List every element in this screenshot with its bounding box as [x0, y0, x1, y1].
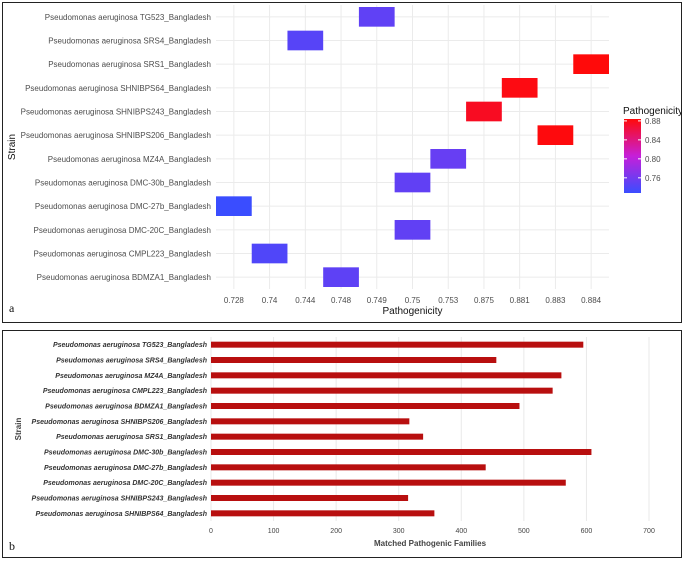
strain-tick-label: Pseudomonas aeruginosa SHNIBPS243_Bangla… — [32, 496, 207, 503]
strain-tick-label: Pseudomonas aeruginosa BDMZA1_Bangladesh — [37, 273, 211, 282]
heatmap-cell — [394, 220, 431, 240]
strain-tick-label: Pseudomonas aeruginosa DMC-20C_Banglades… — [43, 480, 207, 487]
strain-tick-label: Pseudomonas aeruginosa SRS1_Bangladesh — [48, 60, 211, 69]
pathogenicity-tick-label: 0.748 — [331, 296, 352, 305]
strain-tick-label: Pseudomonas aeruginosa MZ4A_Bangladesh — [48, 155, 211, 164]
bar — [211, 418, 410, 425]
x-tick-label: 700 — [643, 528, 655, 535]
panel-label-a: a — [9, 301, 15, 315]
strain-tick-label: Pseudomonas aeruginosa DMC-30b_Banglades… — [35, 179, 211, 188]
strain-tick-label: Pseudomonas aeruginosa DMC-30b_Banglades… — [44, 450, 207, 457]
heatmap-panel: Pseudomonas aeruginosa TG523_Bangladesh P… — [2, 2, 682, 323]
heatmap-chart: Pseudomonas aeruginosa TG523_Bangladesh P… — [7, 5, 681, 317]
heatmap-cell — [323, 267, 359, 287]
x-tick-label: 600 — [581, 528, 593, 535]
y-axis-title: Strain — [14, 418, 23, 441]
pathogenicity-tick-label: 0.728 — [224, 296, 245, 305]
bar — [211, 433, 424, 440]
strain-tick-label: Pseudomonas aeruginosa DMC-27b_Banglades… — [44, 465, 207, 472]
bar — [211, 479, 566, 486]
bar-chart: 0 100 200 300 400 500 600 700 Pseudomonas aerugi… — [14, 337, 655, 548]
bar — [211, 495, 409, 501]
x-tick-label: 200 — [330, 528, 342, 535]
pathogenicity-tick-label: 0.744 — [295, 296, 316, 305]
heatmap-cell — [287, 30, 324, 51]
pathogenicity-tick-label: 0.75 — [405, 296, 421, 305]
heatmap-cell — [537, 125, 574, 145]
x-axis-title: Pathogenicity — [382, 306, 442, 317]
strain-tick-label: Pseudomonas aeruginosa BDMZA1_Bangladesh — [45, 404, 207, 411]
x-tick-label: 500 — [518, 528, 530, 535]
bar — [211, 341, 584, 348]
strain-tick-label: Pseudomonas aeruginosa SRS1_Bangladesh — [56, 434, 207, 441]
x-tick-label: 300 — [393, 528, 405, 535]
strain-tick-label: Pseudomonas aeruginosa CMPL223_Banglades… — [43, 388, 207, 395]
strain-tick-label: Pseudomonas aeruginosa TG523_Bangladesh — [53, 342, 207, 349]
heatmap-cell — [573, 54, 609, 74]
x-tick-label: 100 — [268, 528, 280, 535]
heatmap-cell — [430, 149, 467, 169]
strain-tick-label: Pseudomonas aeruginosa DMC-20C_Banglades… — [34, 226, 211, 235]
strain-tick-label: Pseudomonas aeruginosa MZ4A_Bangladesh — [55, 373, 207, 380]
strain-tick-label: Pseudomonas aeruginosa TG523_Bangladesh — [45, 13, 211, 22]
strain-tick-label: Pseudomonas aeruginosa DMC-27b_Banglades… — [35, 202, 211, 211]
pathogenicity-tick-label: 0.881 — [510, 296, 531, 305]
bar — [211, 372, 562, 379]
bar — [211, 357, 497, 363]
panel-label-b: b — [9, 539, 15, 553]
bar — [211, 510, 435, 517]
heatmap-cell — [501, 78, 538, 98]
strain-tick-label: Pseudomonas aeruginosa SHNIBPS64_Banglad… — [35, 511, 207, 518]
x-axis-title: Matched Pathogenic Families — [374, 539, 487, 548]
legend-tick-label: 0.80 — [645, 155, 661, 164]
strain-tick-label: Pseudomonas aeruginosa SHNIBPS64_Banglad… — [25, 84, 211, 93]
x-tick-label: 0 — [209, 528, 213, 535]
pathogenicity-tick-label: 0.753 — [438, 296, 459, 305]
pathogenicity-tick-label: 0.749 — [367, 296, 388, 305]
heatmap-cell — [358, 7, 395, 27]
pathogenicity-tick-label: 0.74 — [262, 296, 278, 305]
heatmap-cell — [394, 172, 431, 193]
pathogenicity-tick-label: 0.883 — [545, 296, 566, 305]
strain-tick-label: Pseudomonas aeruginosa SRS4_Bangladesh — [56, 358, 207, 365]
strain-tick-label: Pseudomonas aeruginosa SHNIBPS206_Bangla… — [32, 419, 207, 426]
strain-tick-label: Pseudomonas aeruginosa SRS4_Bangladesh — [48, 37, 211, 46]
pathogenicity-tick-label: 0.884 — [581, 296, 602, 305]
legend-tick-label: 0.84 — [645, 136, 661, 145]
strain-tick-label: Pseudomonas aeruginosa CMPL223_Banglades… — [34, 250, 211, 259]
bar — [211, 387, 553, 394]
heatmap-cell — [466, 101, 502, 122]
heatmap-grid — [216, 5, 609, 289]
pathogenicity-tick-label: 0.875 — [474, 296, 495, 305]
legend-tick-label: 0.88 — [645, 117, 661, 126]
strain-tick-label: Pseudomonas aeruginosa SHNIBPS206_Bangla… — [21, 131, 211, 140]
legend-title: Pathogenicity — [623, 106, 681, 117]
bar — [211, 403, 520, 409]
bar-chart-panel: 0 100 200 300 400 500 600 700 Pseudomonas aerugi… — [2, 330, 682, 558]
heatmap-cell — [216, 196, 252, 216]
x-tick-label: 400 — [455, 528, 467, 535]
legend-colorbar — [624, 119, 641, 193]
heatmap-cell — [251, 243, 288, 264]
bar — [211, 464, 486, 471]
y-axis-title: Strain — [7, 134, 18, 160]
legend-tick-label: 0.76 — [645, 174, 661, 183]
bar — [211, 449, 592, 455]
strain-tick-label: Pseudomonas aeruginosa SHNIBPS243_Bangla… — [21, 108, 211, 117]
